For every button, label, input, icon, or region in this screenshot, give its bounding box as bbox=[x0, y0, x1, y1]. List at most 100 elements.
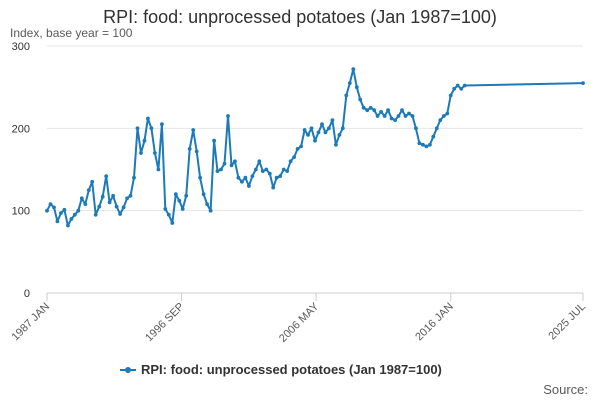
data-point[interactable] bbox=[104, 174, 109, 179]
data-point[interactable] bbox=[285, 169, 290, 174]
data-point[interactable] bbox=[452, 86, 457, 91]
data-point[interactable] bbox=[212, 138, 217, 143]
data-point[interactable] bbox=[160, 122, 164, 127]
data-point[interactable] bbox=[292, 155, 296, 160]
data-point[interactable] bbox=[62, 207, 67, 212]
data-point[interactable] bbox=[375, 114, 380, 118]
data-point[interactable] bbox=[407, 111, 411, 116]
data-point[interactable] bbox=[135, 126, 140, 131]
data-point[interactable] bbox=[448, 93, 453, 98]
data-point[interactable] bbox=[455, 83, 460, 88]
data-point[interactable] bbox=[340, 126, 345, 131]
data-point[interactable] bbox=[361, 105, 366, 110]
data-point[interactable] bbox=[170, 221, 175, 225]
data-point[interactable] bbox=[459, 86, 464, 91]
data-point[interactable] bbox=[139, 151, 143, 155]
data-point[interactable] bbox=[410, 114, 415, 118]
data-point[interactable] bbox=[201, 192, 206, 197]
data-point[interactable] bbox=[344, 93, 349, 98]
data-point[interactable] bbox=[368, 105, 373, 110]
data-point[interactable] bbox=[247, 184, 251, 188]
data-point[interactable] bbox=[438, 118, 443, 122]
data-point[interactable] bbox=[48, 202, 53, 207]
data-point[interactable] bbox=[142, 138, 147, 143]
data-point[interactable] bbox=[302, 128, 307, 132]
data-point[interactable] bbox=[274, 175, 279, 180]
data-point[interactable] bbox=[264, 167, 269, 172]
data-point[interactable] bbox=[393, 118, 397, 122]
data-point[interactable] bbox=[351, 67, 356, 71]
data-point[interactable] bbox=[55, 219, 60, 224]
data-point[interactable] bbox=[146, 116, 150, 121]
data-point[interactable] bbox=[222, 161, 227, 166]
data-point[interactable] bbox=[271, 185, 276, 190]
data-point[interactable] bbox=[205, 202, 210, 207]
data-point[interactable] bbox=[93, 212, 98, 217]
data-point[interactable] bbox=[347, 81, 352, 85]
data-point[interactable] bbox=[208, 208, 213, 213]
data-point[interactable] bbox=[441, 114, 446, 118]
data-point[interactable] bbox=[86, 188, 91, 193]
data-point[interactable] bbox=[69, 217, 74, 221]
data-point[interactable] bbox=[323, 130, 328, 135]
data-point[interactable] bbox=[327, 126, 331, 131]
data-point[interactable] bbox=[215, 169, 220, 174]
data-point[interactable] bbox=[299, 144, 303, 149]
data-point[interactable] bbox=[100, 194, 105, 199]
data-point[interactable] bbox=[257, 159, 262, 164]
data-point[interactable] bbox=[107, 200, 112, 205]
data-point[interactable] bbox=[396, 114, 401, 118]
data-point[interactable] bbox=[253, 167, 258, 172]
data-point[interactable] bbox=[166, 212, 171, 217]
data-point[interactable] bbox=[389, 116, 394, 121]
data-point[interactable] bbox=[382, 114, 387, 118]
data-point[interactable] bbox=[445, 111, 450, 116]
data-point[interactable] bbox=[187, 147, 192, 151]
data-point[interactable] bbox=[180, 207, 185, 211]
data-point[interactable] bbox=[417, 141, 422, 146]
data-point[interactable] bbox=[354, 85, 359, 90]
data-point[interactable] bbox=[267, 171, 272, 176]
data-point[interactable] bbox=[236, 175, 241, 180]
data-point[interactable] bbox=[125, 196, 129, 201]
data-point[interactable] bbox=[386, 108, 390, 113]
data-point[interactable] bbox=[306, 133, 310, 137]
data-point[interactable] bbox=[79, 196, 84, 201]
data-point[interactable] bbox=[431, 134, 436, 139]
data-point[interactable] bbox=[434, 126, 439, 131]
data-point[interactable] bbox=[403, 114, 408, 118]
data-point[interactable] bbox=[163, 207, 168, 211]
data-point[interactable] bbox=[121, 205, 126, 210]
data-point[interactable] bbox=[153, 151, 157, 155]
data-point[interactable] bbox=[358, 97, 363, 102]
data-point[interactable] bbox=[52, 205, 56, 210]
data-point[interactable] bbox=[313, 138, 317, 143]
data-point[interactable] bbox=[83, 202, 88, 207]
data-point[interactable] bbox=[424, 144, 429, 149]
data-point[interactable] bbox=[156, 167, 161, 172]
data-point[interactable] bbox=[198, 175, 203, 180]
data-point[interactable] bbox=[45, 208, 49, 213]
data-point[interactable] bbox=[226, 114, 230, 118]
data-point[interactable] bbox=[111, 193, 115, 198]
data-point[interactable] bbox=[372, 108, 377, 113]
data-point[interactable] bbox=[177, 198, 182, 203]
data-point[interactable] bbox=[462, 83, 467, 88]
data-point[interactable] bbox=[219, 167, 223, 172]
legend[interactable]: RPI: food: unprocessed potatoes (Jan 198… bbox=[120, 362, 442, 377]
data-point[interactable] bbox=[97, 204, 102, 209]
data-point[interactable] bbox=[128, 193, 133, 198]
data-point[interactable] bbox=[320, 122, 324, 127]
data-point[interactable] bbox=[400, 108, 404, 113]
data-point[interactable] bbox=[365, 108, 370, 113]
data-point[interactable] bbox=[414, 126, 418, 131]
data-point[interactable] bbox=[76, 208, 81, 213]
data-point[interactable] bbox=[243, 175, 248, 180]
data-point[interactable] bbox=[316, 130, 321, 135]
data-point[interactable] bbox=[260, 169, 265, 174]
legend-label[interactable]: RPI: food: unprocessed potatoes (Jan 198… bbox=[141, 362, 442, 377]
data-point[interactable] bbox=[421, 142, 425, 147]
data-point[interactable] bbox=[281, 167, 286, 172]
data-point[interactable] bbox=[184, 193, 189, 198]
data-point[interactable] bbox=[229, 163, 234, 168]
